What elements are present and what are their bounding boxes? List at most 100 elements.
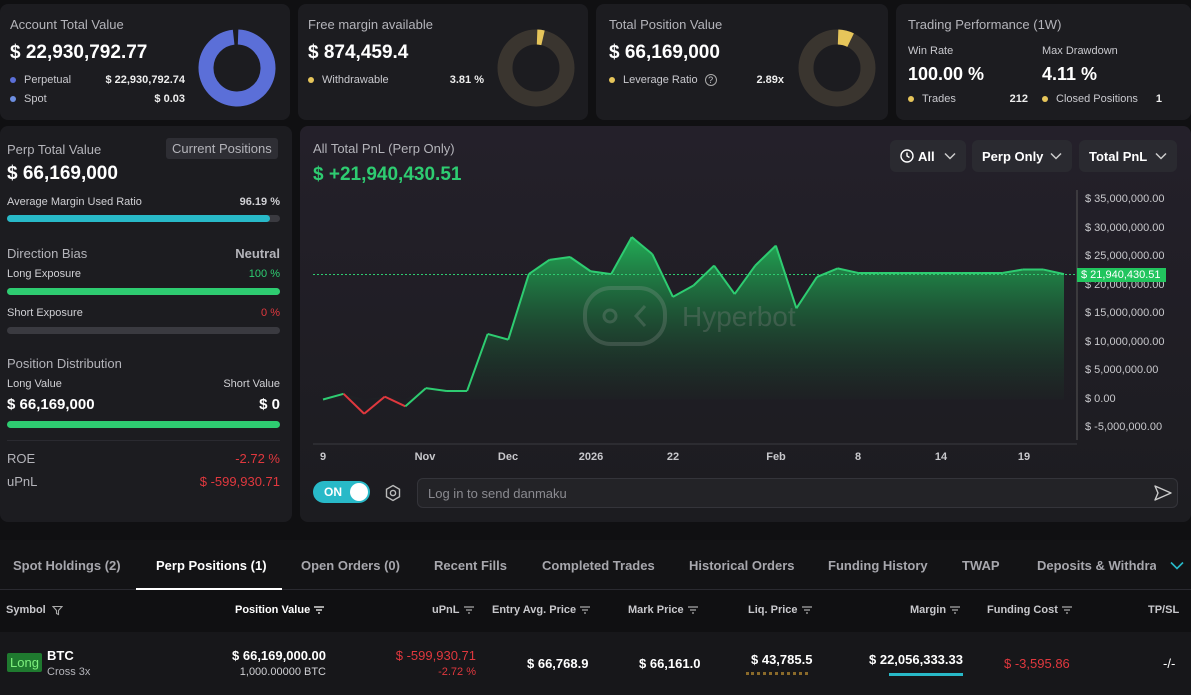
win-rate-value: 100.00 % <box>908 64 985 84</box>
funding-cost: $ -3,595.86 <box>1004 656 1070 671</box>
header-symbol[interactable]: Symbol <box>6 604 64 616</box>
pnl-line-segment <box>507 273 530 340</box>
toggle-knob <box>350 483 368 501</box>
header-position-value[interactable]: Position Value <box>235 604 325 616</box>
account-total-title: Account Total Value <box>10 17 124 32</box>
sort-icon[interactable] <box>1061 606 1072 614</box>
market-filter-dropdown[interactable]: Perp Only <box>972 140 1072 172</box>
header-margin-label: Margin <box>910 604 947 616</box>
header-funding-cost[interactable]: Funding Cost <box>987 604 1072 616</box>
header-entry-price[interactable]: Entry Avg. Price <box>492 604 591 616</box>
current-value-label: $ 21,940,430.51 <box>1077 268 1166 282</box>
header-liq-price[interactable]: Liq. Price <box>748 604 812 616</box>
chevron-down-icon[interactable] <box>1170 561 1184 570</box>
chevron-down-icon <box>944 152 956 160</box>
y-tick-label: $ 5,000,000.00 <box>1085 364 1159 376</box>
pnl-line-segment <box>631 236 653 255</box>
tab-funding-history[interactable]: Funding History <box>828 558 928 573</box>
tab-recent-fills[interactable]: Recent Fills <box>434 558 507 573</box>
clock-icon <box>900 149 914 163</box>
account-donut-chart <box>198 29 276 107</box>
x-tick-label: Feb <box>766 451 786 463</box>
sort-icon[interactable] <box>580 606 591 614</box>
y-tick-label: $ 25,000,000.00 <box>1085 250 1165 262</box>
spot-label: Spot <box>24 93 47 105</box>
account-total-value: $ 22,930,792.77 <box>10 42 148 63</box>
danmaku-input[interactable]: Log in to send danmaku <box>417 478 1178 508</box>
pnl-line-segment <box>569 256 592 273</box>
y-tick-label: $ 15,000,000.00 <box>1085 307 1165 319</box>
withdrawable-row: Withdrawable 3.81 % <box>308 74 484 86</box>
upnl-label: uPnL <box>7 474 38 489</box>
sort-icon[interactable] <box>950 606 961 614</box>
send-icon[interactable] <box>1153 484 1173 502</box>
tpsl-value[interactable]: -/- <box>1163 656 1176 671</box>
divider <box>7 440 280 441</box>
pnl-chart-value: $ +21,940,430.51 <box>313 164 462 185</box>
pnl-line-segment <box>1043 268 1065 276</box>
account-total-card: Account Total Value $ 22,930,792.77 Perp… <box>0 4 290 120</box>
roe-value: -2.72 % <box>235 451 280 466</box>
header-mark-price[interactable]: Mark Price <box>628 604 698 616</box>
sort-icon[interactable] <box>801 606 812 614</box>
time-filter-dropdown[interactable]: All <box>890 140 966 172</box>
x-tick-label: Nov <box>414 451 436 463</box>
perp-summary-panel: Perp Total Value Current Positions $ 66,… <box>0 126 292 522</box>
x-tick-label: 9 <box>319 451 327 463</box>
help-icon[interactable]: ? <box>704 74 717 87</box>
pnl-line-segment <box>549 256 571 261</box>
margin-ratio-label: Average Margin Used Ratio <box>7 196 142 208</box>
closed-label: Closed Positions <box>1056 93 1138 105</box>
tab-perp-positions[interactable]: Perp Positions (1) <box>156 558 267 573</box>
trading-performance-card: Trading Performance (1W) Win Rate Max Dr… <box>896 4 1191 120</box>
total-position-value: $ 66,169,000 <box>609 42 720 63</box>
pnl-line-segment <box>672 284 694 298</box>
tab-deposits-withdraw[interactable]: Deposits & Withdraw <box>1037 558 1156 573</box>
pnl-area <box>323 237 1064 400</box>
pnl-line-segment <box>528 259 550 275</box>
roe-label: ROE <box>7 451 36 466</box>
pnl-line-segment <box>713 264 736 295</box>
total-position-card: Total Position Value $ 66,169,000 Levera… <box>596 4 888 120</box>
header-margin[interactable]: Margin <box>910 604 961 616</box>
entry-price: $ 66,768.9 <box>527 656 589 671</box>
tab-spot-holdings[interactable]: Spot Holdings (2) <box>13 558 121 573</box>
sort-icon[interactable] <box>687 606 698 614</box>
header-upnl[interactable]: uPnL <box>432 604 474 616</box>
tab-twap[interactable]: TWAP <box>962 558 1000 573</box>
long-exposure-value: 100 % <box>248 268 280 280</box>
margin-value: $ 22,056,333.33 <box>869 652 963 667</box>
danmaku-toggle[interactable]: ON <box>313 481 370 503</box>
header-entry-price-label: Entry Avg. Price <box>492 604 577 616</box>
side-badge: Long <box>7 653 42 672</box>
short-exposure-bar <box>7 327 280 334</box>
tab-completed-trades[interactable]: Completed Trades <box>542 558 655 573</box>
tab-historical-orders[interactable]: Historical Orders <box>689 558 795 573</box>
filter-icon[interactable] <box>51 605 64 616</box>
metric-filter-dropdown[interactable]: Total PnL <box>1079 140 1177 172</box>
header-upnl-label: uPnL <box>432 604 460 616</box>
pnl-line-segment <box>384 395 406 408</box>
upnl-percent: -2.72 % <box>438 666 476 678</box>
perp-total-label: Perp Total Value <box>7 142 102 157</box>
settings-icon[interactable] <box>384 484 402 502</box>
perpetual-row: Perpetual $ 22,930,792.74 <box>10 74 185 86</box>
symbol-name[interactable]: BTC <box>47 648 74 663</box>
free-margin-value: $ 874,459.4 <box>308 42 409 63</box>
header-symbol-label: Symbol <box>6 604 46 616</box>
tab-open-orders[interactable]: Open Orders (0) <box>301 558 400 573</box>
table-row[interactable] <box>0 632 1191 695</box>
header-liq-price-label: Liq. Price <box>748 604 798 616</box>
symbol-mode: Cross 3x <box>47 666 91 678</box>
current-positions-button[interactable]: Current Positions <box>166 138 278 159</box>
hyperbot-watermark-logo <box>583 286 667 346</box>
closed-dot <box>1042 96 1048 103</box>
short-exposure-label: Short Exposure <box>7 307 83 319</box>
mark-price: $ 66,161.0 <box>639 656 701 671</box>
sort-icon[interactable] <box>463 606 474 614</box>
pnl-line-segment <box>342 393 365 415</box>
sort-icon[interactable] <box>314 606 325 614</box>
danmaku-placeholder: Log in to send danmaku <box>428 486 567 501</box>
pnl-line-segment <box>651 253 674 298</box>
perpetual-dot <box>10 77 16 84</box>
